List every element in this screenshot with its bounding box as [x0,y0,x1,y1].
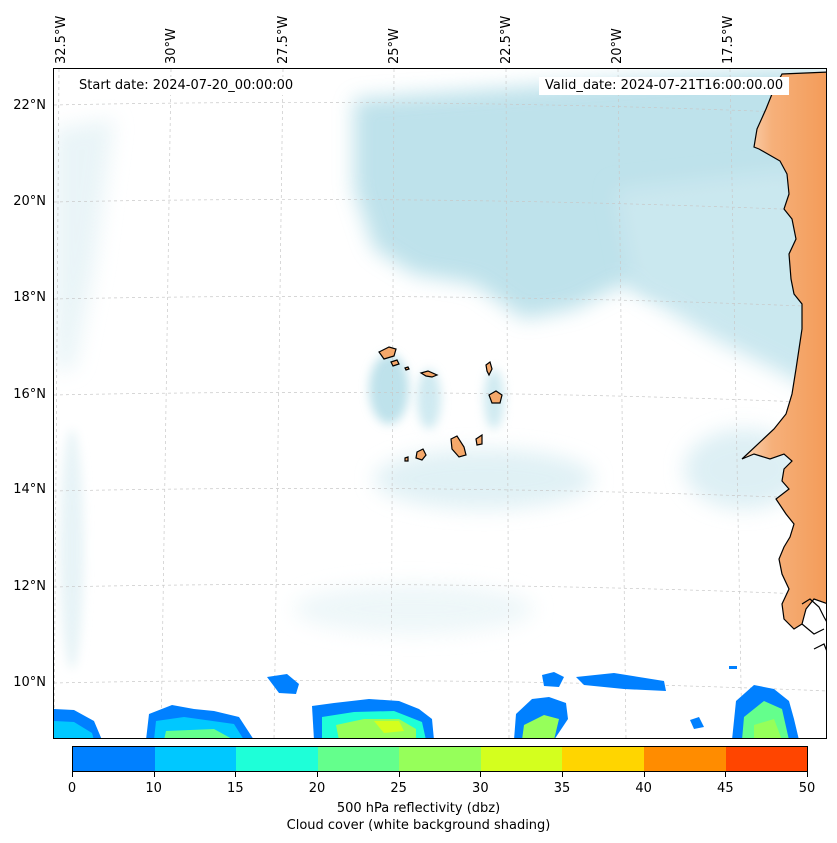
start-date-label: Start date: 2024-07-20_00:00:00 [73,77,300,95]
colorbar-tick-label: 40 [635,781,652,796]
grid-lon-17-5w [729,69,743,738]
colorbar-tick-label: 15 [227,781,244,796]
lat-label-20n: 20°N [13,194,46,209]
reflectivity-blob-10 [729,666,737,669]
africa-mainland [741,71,826,630]
cloud-patch-south [374,449,594,509]
cape-verde-islands [378,346,503,462]
reflectivity-blob-5-a [522,715,559,738]
grid-lon-32-5w [54,69,60,738]
island-maio [475,433,483,446]
reflectivity-blob-3 [267,674,299,694]
colorbar-segment-2 [236,747,318,771]
lon-label-27-5w: 27.5°W [276,15,291,64]
colorbar-tick-mark [725,772,727,777]
grid-lat-22n [54,102,826,115]
cloud-patch-west-band [60,429,84,669]
lon-label-30w: 30°W [164,28,179,64]
grid-lat-16n [54,391,826,404]
colorbar-tick-label: 50 [798,781,816,796]
reflectivity-blob-8 [690,717,704,729]
colorbar-segment-4 [399,747,481,771]
colorbar-tick-mark [235,772,237,777]
colorbar-segment-8 [725,747,808,771]
island-fogo [415,448,427,461]
reflectivity-layer [54,666,799,738]
grid-lon-30w [160,69,172,738]
valid-date-label: Valid_date: 2024-07-21T16:00:00.00 [539,77,790,95]
reflectivity-blob-9-b [754,719,782,738]
reflectivity-blob-2-b [164,729,231,738]
colorbar-sublabel: Cloud cover (white background shading) [286,818,551,833]
grid-lat-20n [54,199,826,212]
lon-label-32-5w: 32.5°W [54,15,69,64]
colorbar [72,746,808,772]
colorbar-segment-7 [643,747,726,771]
lat-label-10n: 10°N [13,675,46,690]
cloud-patch-mid [294,584,534,634]
reflectivity-blob-7 [576,673,666,691]
colorbar-tick-mark [643,772,645,777]
map-panel[interactable] [53,68,827,739]
colorbar-tick-label: 0 [67,781,77,796]
grid-lon-27-5w [273,69,284,738]
colorbar-segment-6 [562,747,644,771]
island-sal [485,360,493,377]
reflectivity-blob-4-c [374,721,404,733]
cloud-region-east [614,169,826,398]
lon-label-17-5w: 17.5°W [721,15,736,64]
colorbar-tick-label: 25 [390,781,407,796]
island-brava [404,456,409,462]
colorbar-segment-0 [73,747,155,771]
reflectivity-blob-west-inner [54,721,94,738]
colorbar-tick-mark [398,772,400,777]
reflectivity-blob-6 [542,672,564,687]
island-santa-luzia [404,366,410,371]
island-santo-antao [378,346,397,360]
colorbar-tick-label: 20 [308,781,326,796]
graticule [54,69,826,738]
cloud-patch-islands [369,354,409,424]
grid-lon-25w [390,69,395,738]
map-canvas [54,69,826,738]
colorbar-tick-mark [807,772,808,777]
island-santiago [450,435,467,458]
grid-lon-22-5w [505,69,510,738]
lat-label-22n: 22°N [13,98,46,113]
colorbar-tick-mark [153,772,155,777]
colorbar-tick-label: 10 [145,781,162,796]
colorbar-tick-label: 30 [472,781,489,796]
colorbar-tick-mark [72,772,73,777]
colorbar-tick-label: 45 [717,781,734,796]
grid-lat-10n [54,679,826,692]
cloud-region-west [54,119,114,369]
colorbar-segment-1 [154,747,237,771]
lon-label-22-5w: 22.5°W [499,15,514,64]
grid-lat-18n [54,295,826,308]
colorbar-tick-mark [480,772,482,777]
island-boa-vista [488,390,503,404]
colorbar-segment-5 [480,747,563,771]
colorbar-tick-mark [562,772,563,777]
lat-label-12n: 12°N [13,579,46,594]
grid-lon-20w [617,69,627,738]
colorbar-tick-mark [317,772,318,777]
cloud-patch-islands-2 [417,369,441,429]
coast-detail-guinea [801,598,826,651]
colorbar-label: 500 hPa reflectivity (dbz) [336,801,501,816]
lon-label-25w: 25°W [387,28,402,64]
lat-label-18n: 18°N [13,290,46,305]
lat-label-14n: 14°N [13,482,46,497]
lat-label-16n: 16°N [13,387,46,402]
cloud-cover-layer [54,69,826,669]
lon-label-20w: 20°W [610,28,625,64]
grid-lat-14n [54,487,826,500]
island-sao-nicolau [419,370,439,378]
island-sao-vicente [390,359,400,367]
grid-lat-12n [54,583,826,596]
colorbar-tick-label: 35 [553,781,571,796]
colorbar-segment-3 [317,747,400,771]
